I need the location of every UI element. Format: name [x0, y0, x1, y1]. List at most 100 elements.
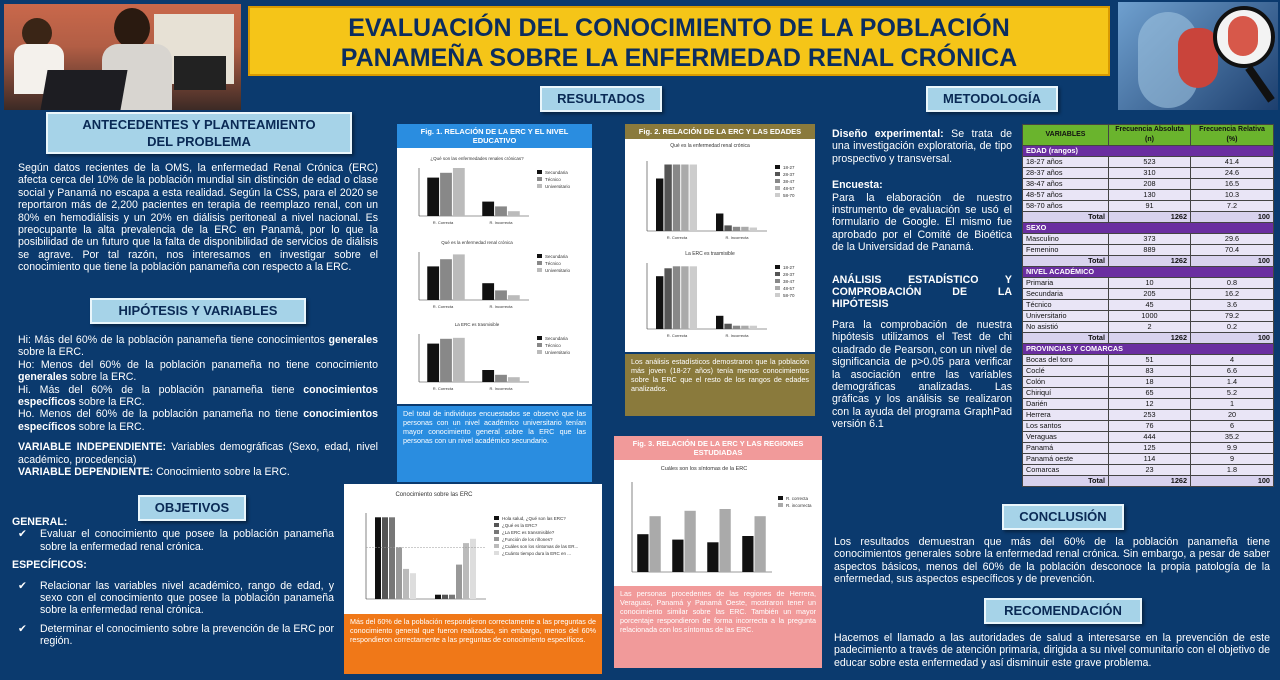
bar [449, 594, 455, 599]
table-cell: Comarcas [1022, 464, 1109, 476]
recomendacion-text: Hacemos el llamado a las autoridades de … [834, 632, 1270, 669]
table-cell: 310 [1108, 167, 1191, 179]
table-cell: 18-27 años [1022, 156, 1109, 168]
bar [754, 516, 766, 572]
bar [716, 315, 724, 329]
title-line1: EVALUACIÓN DEL CONOCIMIENTO DE LA POBLAC… [348, 14, 1010, 42]
legend-swatch [775, 165, 780, 169]
table-cell: 35.2 [1190, 431, 1274, 443]
legend-swatch [778, 496, 783, 500]
hipotesis-block: Hi: Más del 60% de la población panameña… [18, 334, 378, 478]
table-cell: 100 [1190, 211, 1274, 223]
table-group-label: NIVEL ACADÉMICO [1022, 266, 1274, 278]
section-hipotesis: HIPÓTESIS Y VARIABLES [90, 298, 306, 324]
title-line2: PANAMEÑA SOBRE LA ENFERMEDAD RENAL CRÓNI… [340, 44, 1018, 72]
objetivo-general-label: GENERAL: [12, 516, 68, 528]
table-cell: 253 [1108, 409, 1191, 421]
table-row: Primaria 10 0.8 [1022, 277, 1274, 289]
fig2-panel: Fig. 2. RELACIÓN DE LA ERC Y LAS EDADES … [625, 124, 815, 352]
table-cell: 523 [1108, 156, 1191, 168]
table-group-label: SEXO [1022, 222, 1274, 234]
table-cell: 125 [1108, 442, 1191, 454]
fig1-header: Fig. 1. RELACIÓN DE LA ERC Y EL NIVEL ED… [397, 124, 592, 148]
legend-swatch [494, 516, 499, 520]
legend-swatch [537, 268, 542, 272]
fig3-panel: Fig. 3. RELACIÓN DE LA ERC Y LAS REGIONE… [614, 436, 822, 586]
table-cell: Femenino [1022, 244, 1109, 256]
table-cell: Universitario [1022, 310, 1109, 322]
fig2-charts: Qué es la enfermedad renal crónica R. Cor… [646, 143, 795, 338]
table-row: Universitario 1000 79.2 [1022, 310, 1274, 322]
table-cell: 76 [1108, 420, 1191, 432]
section-resultados: RESULTADOS [540, 86, 662, 112]
chart-text: 28-37 [783, 272, 795, 277]
encuesta-label: Encuesta: [832, 179, 883, 192]
bar [664, 164, 672, 231]
legend-swatch [494, 537, 499, 541]
legend-swatch [775, 186, 780, 190]
chart-text: 18-27 [783, 165, 795, 170]
chart-text: R. Incorrecta [490, 304, 514, 309]
table-cell: 41.4 [1190, 156, 1274, 168]
table-cell: 38-47 años [1022, 178, 1109, 190]
chart-text: R. Correcta [433, 304, 454, 309]
table-cell: Bocas del toro [1022, 354, 1109, 366]
bar [716, 213, 724, 231]
bar [482, 283, 495, 300]
table-cell: Los santos [1022, 420, 1109, 432]
table-group-label: PROVINCIAS Y COMARCAS [1022, 343, 1274, 355]
table-cell: 444 [1108, 431, 1191, 443]
bar [389, 517, 395, 599]
bar [442, 594, 448, 599]
bar [732, 226, 741, 231]
chart-text: La ERC es trasmisible [455, 322, 500, 327]
table-cell: Chiriquí [1022, 387, 1109, 399]
bar [427, 177, 440, 216]
bar [440, 172, 452, 216]
legend-swatch [775, 193, 780, 197]
section-conclusion: CONCLUSIÓN [1002, 504, 1124, 530]
table-cell: 23 [1108, 464, 1191, 476]
table-cell: 1262 [1108, 475, 1191, 487]
chart-text: 38-47 [783, 279, 795, 284]
table-cell: 1262 [1108, 255, 1191, 267]
chart-text: R. Correcta [433, 386, 454, 391]
bar [672, 539, 684, 572]
check-icon: ✔ [18, 622, 27, 635]
fig2-caption: Los análisis estadísticos demostraron qu… [625, 354, 815, 416]
table-row: 18-27 años 523 41.4 [1022, 156, 1274, 168]
chart-text: Qué es la enfermedad renal crónica [670, 143, 750, 149]
chart-text: ¿Qué son las enfermedades renales crónic… [430, 156, 524, 161]
hipotesis-ho2: Ho. Menos del 60% de la población paname… [18, 408, 378, 433]
table-row: Veraguas 444 35.2 [1022, 431, 1274, 443]
table-cell: 16.5 [1190, 178, 1274, 190]
table-cell: 1 [1190, 398, 1274, 410]
table-cell: Total [1022, 475, 1109, 487]
bar [749, 325, 757, 329]
bar [507, 211, 520, 216]
fig2-header: Fig. 2. RELACIÓN DE LA ERC Y LAS EDADES [625, 124, 815, 139]
bar [456, 564, 462, 599]
check-icon: ✔ [18, 579, 27, 592]
bar [452, 168, 465, 216]
chart-text: Técnico [545, 343, 561, 348]
table-cell: 2 [1108, 321, 1191, 333]
chart-text: 18-27 [783, 265, 795, 270]
bar [452, 337, 465, 382]
table-cell: 45 [1108, 299, 1191, 311]
section-metodologia: METODOLOGÍA [926, 86, 1058, 112]
table-cell: 100 [1190, 475, 1274, 487]
objetivo-general: ✔ Evaluar el conocimiento que posee la po… [18, 528, 334, 553]
table-cell: 0.8 [1190, 277, 1274, 289]
legend-swatch [775, 286, 780, 290]
bar [482, 201, 495, 216]
table-cell: 65 [1108, 387, 1191, 399]
legend-swatch [537, 170, 542, 174]
bar [452, 254, 465, 300]
bar [482, 370, 495, 382]
table-cell: 1.4 [1190, 376, 1274, 388]
bar [681, 164, 689, 231]
table-row: Los santos 76 6 [1022, 420, 1274, 432]
chart-text: 48-57 [783, 186, 795, 191]
table-cell: 4 [1190, 354, 1274, 366]
